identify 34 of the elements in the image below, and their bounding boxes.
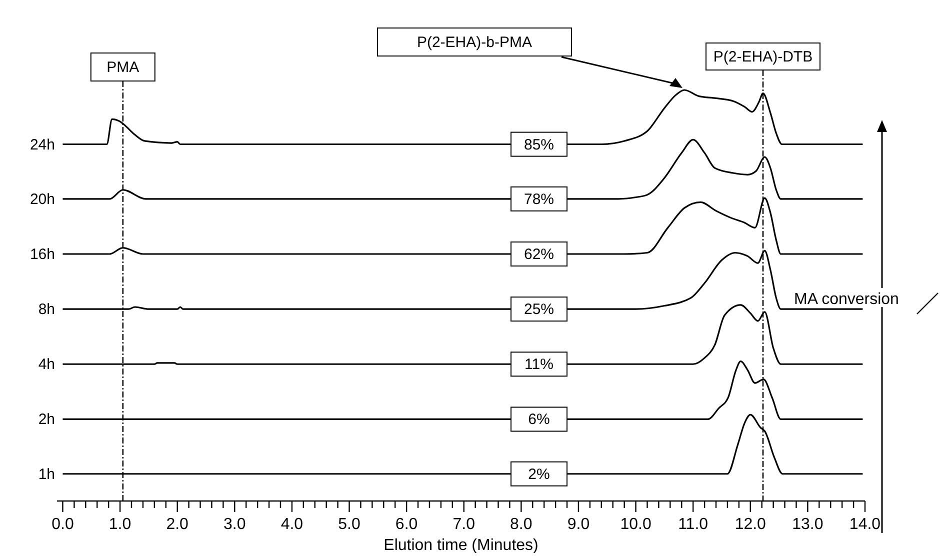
series-label: 24h [30,136,55,154]
annotation: 11% [524,356,554,374]
x-tick-label: 8.0 [510,516,532,533]
series-label: 8h [38,301,55,318]
x-tick-label: 11.0 [678,516,708,533]
series-label: 1h [38,466,55,483]
series-label: 2h [38,411,55,428]
x-axis-title: Elution time (Minutes) [384,537,538,554]
text: P(2-EHA)-b-PMA [416,34,532,51]
x-tick-label: 3.0 [224,516,246,533]
annotation: 62% [524,246,554,263]
annotation: 85% [524,136,554,154]
x-tick-label: 5.0 [338,516,360,533]
series-label: 4h [38,356,55,374]
x-tick-label: 6.0 [395,516,418,533]
x-tick-label: 13.0 [792,516,824,533]
annotation: 78% [524,190,554,208]
annotation: 25% [524,301,554,318]
series-label: 16h [30,246,55,263]
x-tick-label: 1.0 [108,516,132,533]
x-tick-label: 10.0 [620,516,652,533]
x-tick-label: 0.0 [52,516,74,533]
x-tick-label: 7.0 [452,516,476,533]
annotation: MA conversion [794,291,899,308]
series-label: 20h [30,190,55,208]
x-tick-label: 9.0 [567,516,590,533]
x-tick-label: 4.0 [280,516,304,533]
ref-line-label: PMA [106,59,140,76]
x-tick-label: 12.0 [734,516,766,533]
x-tick-label: 14.0 [849,516,881,533]
annotation: 6% [528,411,550,428]
x-tick-label: 2.0 [166,516,189,533]
ref-line-label: P(2-EHA)-DTB [713,48,813,66]
annotation: 2% [528,466,550,483]
